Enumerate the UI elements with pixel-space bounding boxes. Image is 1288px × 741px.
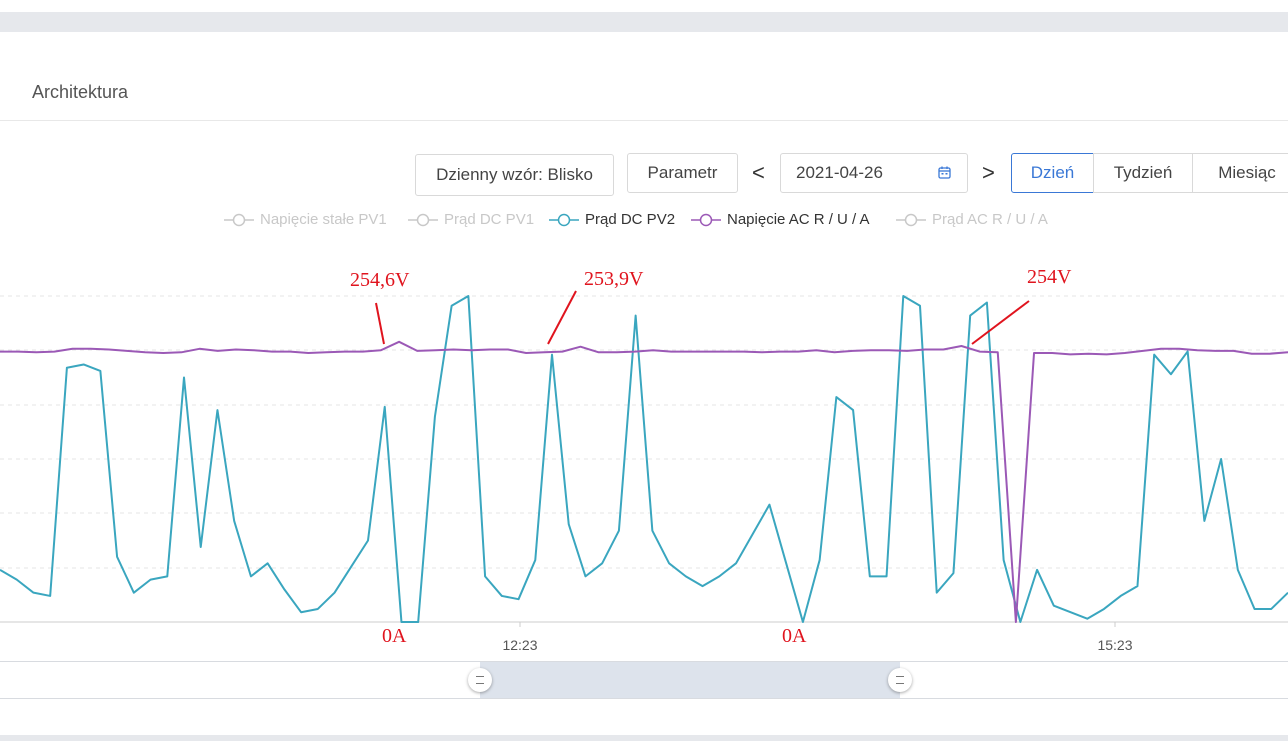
calendar-icon xyxy=(938,166,951,179)
legend-marker-icon xyxy=(896,213,926,226)
legend-item-dc-voltage-pv1[interactable]: Napięcie stałe PV1 xyxy=(224,211,387,228)
daily-pattern-button[interactable]: Dzienny wzór: Blisko xyxy=(415,154,614,196)
legend-item-dc-current-pv1[interactable]: Prąd DC PV1 xyxy=(408,211,534,228)
chart-legend: Napięcie stałe PV1 Prąd DC PV1 Prąd DC P… xyxy=(0,211,1288,235)
legend-marker-icon xyxy=(549,213,579,226)
period-month-button[interactable]: Miesiąc xyxy=(1192,153,1288,193)
series-line-dc-current-pv2 xyxy=(0,295,1288,623)
legend-item-ac-voltage[interactable]: Napięcie AC R / U / A xyxy=(691,211,870,228)
grip-icon xyxy=(896,676,904,684)
zoom-handle-left[interactable] xyxy=(468,668,492,692)
grip-icon xyxy=(476,676,484,684)
zoom-slider-selection[interactable] xyxy=(480,662,900,698)
legend-marker-icon xyxy=(691,213,721,226)
line-chart: 254,6V 253,9V 254V 0A 0A 12:23 15:23 xyxy=(0,266,1288,653)
legend-label: Prąd DC PV2 xyxy=(585,211,676,228)
annotation-label: 0A xyxy=(382,625,407,647)
annotation-pointer xyxy=(547,290,577,345)
annotation-label: 254,6V xyxy=(350,269,410,291)
legend-marker-icon xyxy=(408,213,438,226)
legend-label: Prąd AC R / U / A xyxy=(932,211,1048,228)
annotation-label: 254V xyxy=(1027,266,1072,288)
annotation-label: 0A xyxy=(782,625,807,647)
bottom-separator xyxy=(0,735,1288,741)
previous-date-arrow-icon[interactable]: < xyxy=(752,160,765,185)
annotation-label: 253,9V xyxy=(584,268,644,290)
annotation-pointer xyxy=(375,302,385,345)
next-date-arrow-icon[interactable]: > xyxy=(982,160,995,185)
legend-label: Prąd DC PV1 xyxy=(444,211,535,228)
series-line-ac-voltage xyxy=(0,340,1288,623)
x-tick-label: 15:23 xyxy=(1097,637,1132,653)
period-week-button[interactable]: Tydzień xyxy=(1093,153,1193,193)
legend-item-dc-current-pv2[interactable]: Prąd DC PV2 xyxy=(549,211,675,228)
legend-label: Napięcie AC R / U / A xyxy=(727,211,870,228)
legend-label: Napięcie stałe PV1 xyxy=(260,211,387,228)
legend-marker-icon xyxy=(224,213,254,226)
parameter-button[interactable]: Parametr xyxy=(627,153,738,193)
date-picker[interactable]: 2021-04-26 xyxy=(780,153,968,193)
top-separator xyxy=(0,12,1288,32)
page-title: Architektura xyxy=(32,82,129,102)
period-day-button[interactable]: Dzień xyxy=(1011,153,1094,193)
x-tick-label: 12:23 xyxy=(502,637,537,653)
date-value: 2021-04-26 xyxy=(796,163,883,182)
title-divider xyxy=(0,120,1288,121)
zoom-handle-right[interactable] xyxy=(888,668,912,692)
legend-item-ac-current[interactable]: Prąd AC R / U / A xyxy=(896,211,1048,228)
annotation-pointer xyxy=(971,300,1030,345)
